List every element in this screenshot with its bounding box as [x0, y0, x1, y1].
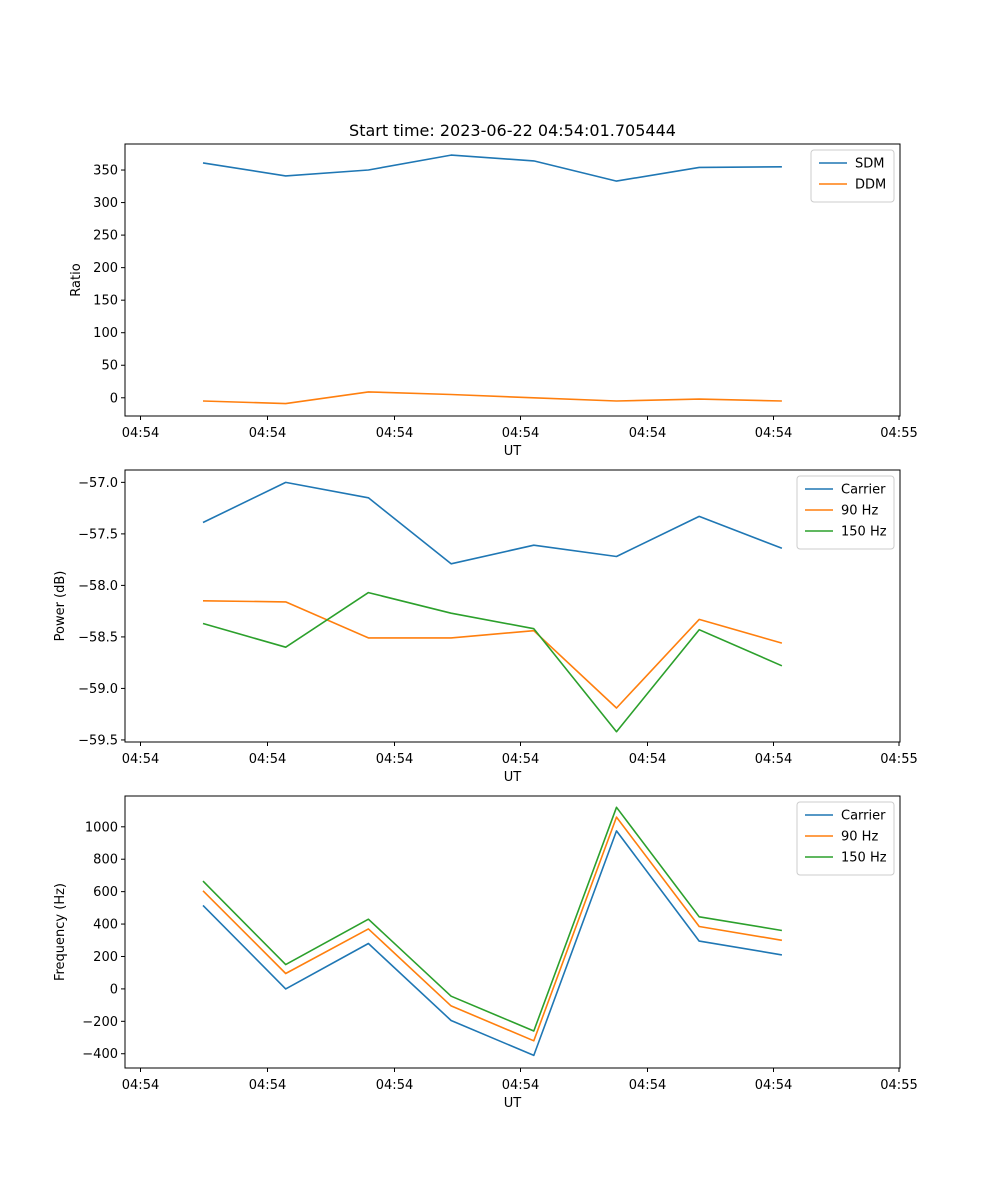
- x-tick-label: 04:54: [502, 752, 539, 767]
- panel-2: 04:54 04:54 04:54 04:54 04:54 04:54 04:55 −57.0…: [53, 469, 918, 785]
- panel-3: 04:54 04:54 04:54 04:54 04:54 04:54 04:55 −400 −…: [53, 795, 918, 1111]
- x-tick-label: 04:54: [629, 1078, 666, 1093]
- x-tick-label: 04:54: [755, 426, 792, 441]
- x-tick-label: 04:54: [122, 1078, 159, 1093]
- series-line-carrier: [202, 481, 783, 565]
- y-tick-label: 200: [93, 950, 118, 965]
- x-tick-label: 04:54: [122, 426, 159, 441]
- x-tick-label: 04:54: [755, 752, 792, 767]
- y-tick-label: −58.5: [78, 630, 118, 645]
- y-tick-label: 200: [93, 261, 118, 276]
- x-axis-label: UT: [504, 1096, 522, 1111]
- series-line-150-hz: [202, 591, 783, 733]
- series-line-ddm: [202, 391, 782, 405]
- y-axis-label: Power (dB): [53, 571, 68, 642]
- legend: Carrier 90 Hz 150 Hz: [796, 801, 895, 876]
- chart-title: Start time: 2023-06-22 04:54:01.705444: [349, 121, 676, 140]
- series-line-90-hz: [202, 600, 783, 709]
- y-tick-label: 0: [110, 982, 118, 997]
- plot-frame: [124, 143, 901, 417]
- x-tick-label: 04:55: [880, 752, 917, 767]
- y-axis-label: Frequency (Hz): [53, 883, 68, 981]
- x-tick-label: 04:55: [880, 426, 917, 441]
- legend: Carrier 90 Hz 150 Hz: [796, 475, 895, 550]
- y-tick-label: 150: [93, 294, 118, 309]
- y-tick-label: 800: [93, 853, 118, 868]
- x-tick-label: 04:54: [122, 752, 159, 767]
- x-tick-label: 04:54: [502, 1078, 539, 1093]
- x-tick-label: 04:54: [755, 1078, 792, 1093]
- legend-label: 90 Hz: [841, 830, 878, 845]
- legend: SDM DDM: [810, 149, 895, 203]
- y-tick-label: −400: [82, 1047, 118, 1062]
- x-axis-label: UT: [504, 770, 522, 785]
- legend-label: 150 Hz: [841, 851, 887, 866]
- y-tick-label: −57.5: [78, 527, 118, 542]
- x-tick-label: 04:54: [376, 752, 413, 767]
- series-line-150-hz: [202, 806, 783, 1032]
- y-tick-label: −200: [82, 1015, 118, 1030]
- x-tick-label: 04:54: [249, 752, 286, 767]
- y-tick-label: 600: [93, 885, 118, 900]
- legend-label: SDM: [855, 157, 884, 172]
- y-tick-label: 100: [93, 326, 118, 341]
- y-tick-label: 1000: [85, 820, 118, 835]
- series-line-90-hz: [202, 816, 783, 1042]
- y-tick-label: −58.0: [78, 579, 118, 594]
- x-tick-label: 04:54: [376, 1078, 413, 1093]
- x-tick-label: 04:54: [249, 1078, 286, 1093]
- plot-frame: [124, 795, 901, 1069]
- x-tick-label: 04:54: [629, 752, 666, 767]
- x-tick-label: 04:54: [249, 426, 286, 441]
- y-tick-label: 0: [110, 391, 118, 406]
- y-tick-label: −59.0: [78, 682, 118, 697]
- x-axis-label: UT: [504, 444, 522, 459]
- series-line-carrier: [202, 830, 783, 1057]
- x-tick-label: 04:54: [502, 426, 539, 441]
- y-tick-label: 250: [93, 229, 118, 244]
- y-tick-label: 50: [101, 359, 118, 374]
- y-tick-label: 350: [93, 164, 118, 179]
- y-tick-label: 400: [93, 918, 118, 933]
- legend-label: Carrier: [841, 483, 886, 498]
- plot-frame: [124, 469, 901, 743]
- y-tick-label: −57.0: [78, 476, 118, 491]
- legend-label: Carrier: [841, 809, 886, 824]
- y-axis-label: Ratio: [69, 263, 84, 296]
- x-tick-label: 04:54: [376, 426, 413, 441]
- legend-label: DDM: [855, 178, 886, 193]
- panel-1: 04:54 04:54 04:54 04:54 04:54 04:54 04:55 0 50 10…: [69, 143, 918, 459]
- y-tick-label: −59.5: [78, 733, 118, 748]
- legend-label: 90 Hz: [841, 504, 878, 519]
- x-tick-label: 04:55: [880, 1078, 917, 1093]
- x-tick-label: 04:54: [629, 426, 666, 441]
- y-tick-label: 300: [93, 196, 118, 211]
- legend-label: 150 Hz: [841, 525, 887, 540]
- series-line-sdm: [202, 154, 782, 182]
